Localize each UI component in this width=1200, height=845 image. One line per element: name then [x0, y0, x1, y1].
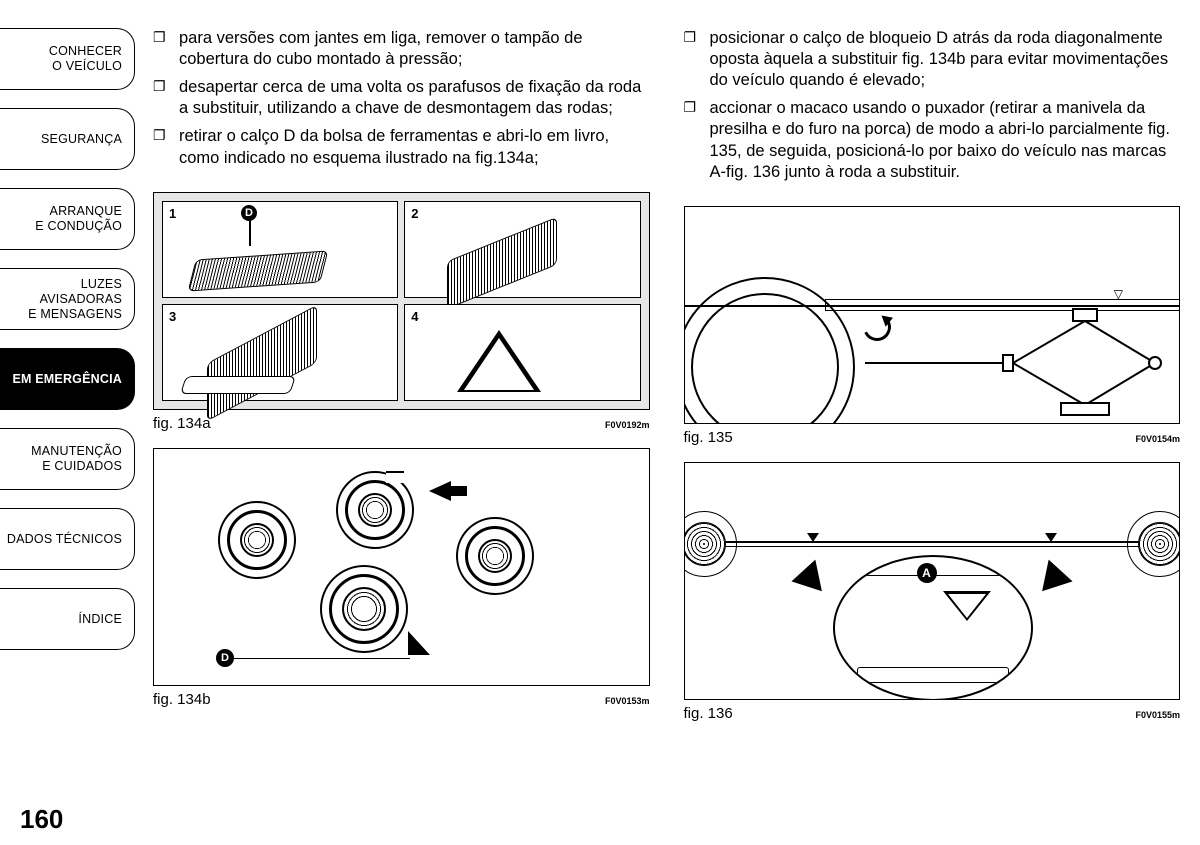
tab-label: ARRANQUE E CONDUÇÃO: [35, 204, 122, 234]
tab-conhecer[interactable]: CONHECER O VEÍCULO: [0, 28, 135, 90]
wheel-icon: [1127, 511, 1180, 577]
panel-number: 2: [411, 206, 418, 221]
content: para versões com jantes em liga, remover…: [135, 0, 1200, 845]
figure-label: fig. 135: [684, 429, 733, 446]
sill-line: [705, 541, 1165, 547]
figure-code: F0V0153m: [605, 696, 650, 706]
tab-label: CONHECER O VEÍCULO: [49, 44, 122, 74]
tab-label: LUZES AVISADORAS E MENSAGENS: [0, 277, 122, 322]
arrow-up-icon: [791, 555, 830, 592]
panel-number: 1: [169, 206, 176, 221]
jack-point-triangle-icon: [943, 591, 991, 621]
jack-point-mark-icon: ▽: [1114, 287, 1123, 301]
wheel-icon: [456, 517, 534, 595]
marker-d-icon: D: [216, 649, 234, 667]
jack-point-mark-icon: [807, 533, 819, 542]
figure-134b: D: [153, 448, 650, 686]
tab-emergencia[interactable]: EM EMERGÊNCIA: [0, 348, 135, 410]
right-column: posicionar o calço de bloqueio D atrás d…: [684, 28, 1181, 835]
marker-a-icon: A: [917, 563, 937, 583]
figure-label: fig. 134a: [153, 415, 211, 432]
figure-caption: fig. 135 F0V0154m: [684, 429, 1181, 446]
tab-dados[interactable]: DADOS TÉCNICOS: [0, 508, 135, 570]
figure-134a-panel-3: 3: [162, 304, 398, 401]
figure-code: F0V0192m: [605, 420, 650, 430]
section-tabs: CONHECER O VEÍCULO SEGURANÇA ARRANQUE E …: [0, 0, 135, 845]
tab-arranque[interactable]: ARRANQUE E CONDUÇÃO: [0, 188, 135, 250]
chock-icon: [408, 631, 430, 655]
figure-caption: fig. 134a F0V0192m: [153, 415, 650, 432]
page: CONHECER O VEÍCULO SEGURANÇA ARRANQUE E …: [0, 0, 1200, 845]
panel-number: 4: [411, 309, 418, 324]
figure-134a-panel-1: 1 D: [162, 201, 398, 298]
chock-illustration: [447, 216, 557, 308]
bullet-item: retirar o calço D da bolsa de ferramenta…: [153, 126, 650, 168]
chock-illustration: [457, 330, 541, 392]
tab-label: ÍNDICE: [78, 612, 122, 627]
marker-d-icon: D: [241, 205, 257, 221]
tab-label: MANUTENÇÃO E CUIDADOS: [31, 444, 122, 474]
left-column: para versões com jantes em liga, remover…: [153, 28, 650, 835]
figure-label: fig. 134b: [153, 691, 211, 708]
figure-caption: fig. 134b F0V0153m: [153, 691, 650, 708]
bullet-item: posicionar o calço de bloqueio D atrás d…: [684, 28, 1181, 91]
page-number: 160: [20, 804, 63, 835]
zoom-bottom-bar: [857, 667, 1009, 683]
wheel-icon: [320, 565, 408, 653]
figure-134a-panel-4: 4: [404, 304, 640, 401]
tab-seguranca[interactable]: SEGURANÇA: [0, 108, 135, 170]
bullet-item: accionar o macaco usando o puxador (reti…: [684, 98, 1181, 182]
tab-label: EM EMERGÊNCIA: [12, 372, 122, 387]
panel-number: 3: [169, 309, 176, 324]
arrow-icon: [429, 481, 451, 501]
car-outline: [684, 462, 1181, 543]
bullet-item: desapertar cerca de uma volta os parafus…: [153, 77, 650, 119]
figure-135: ▽: [684, 206, 1181, 424]
tab-label: SEGURANÇA: [41, 132, 122, 147]
jack-point-mark-icon: [1045, 533, 1057, 542]
chock-illustration: [207, 334, 317, 392]
arrow-up-icon: [1033, 555, 1072, 592]
wheel-icon: [218, 501, 296, 579]
marker-line: [234, 658, 410, 660]
figure-134a-panel-2: 2: [404, 201, 640, 298]
figure-136: A: [684, 462, 1181, 700]
right-bullet-list: posicionar o calço de bloqueio D atrás d…: [684, 28, 1181, 190]
figure-134a: 1 D 2 3 4: [153, 192, 650, 410]
figure-label: fig. 136: [684, 705, 733, 722]
chock-illustration: [193, 255, 323, 287]
tab-luzes[interactable]: LUZES AVISADORAS E MENSAGENS: [0, 268, 135, 330]
figure-code: F0V0155m: [1135, 710, 1180, 720]
figure-caption: fig. 136 F0V0155m: [684, 705, 1181, 722]
bullet-item: para versões com jantes em liga, remover…: [153, 28, 650, 70]
marker-line: [249, 220, 251, 246]
flat-tyre-mark: [386, 471, 404, 483]
tab-manutencao[interactable]: MANUTENÇÃO E CUIDADOS: [0, 428, 135, 490]
figure-code: F0V0154m: [1135, 434, 1180, 444]
left-bullet-list: para versões com jantes em liga, remover…: [153, 28, 650, 176]
tab-indice[interactable]: ÍNDICE: [0, 588, 135, 650]
tab-label: DADOS TÉCNICOS: [7, 532, 122, 547]
